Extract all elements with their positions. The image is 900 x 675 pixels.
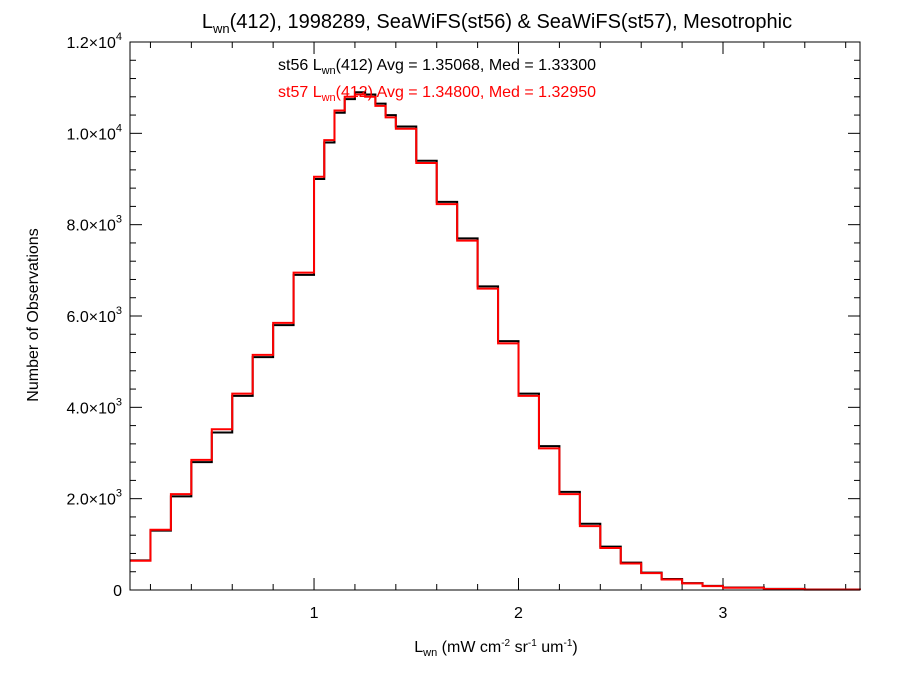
title-base: L	[202, 11, 213, 33]
y-tick-label: 4.0×103	[66, 396, 122, 417]
x-tick-label: 1	[310, 605, 319, 622]
axis-ticks: 0 2.0×103 4.0×103 6.0×103 8.0×103 1.0×104 1.2×…	[66, 31, 860, 622]
y-tick-label: 6.0×103	[66, 305, 122, 326]
title-sub: wn	[212, 21, 230, 36]
y-axis-label: Number of Observations	[25, 228, 42, 401]
x-axis-label: Lwn (mW cm-2 sr-1 um-1)	[414, 638, 577, 659]
y-tick-label: 1.2×104	[66, 31, 122, 52]
y-tick-label: 0	[113, 583, 122, 600]
series-line-st57	[130, 93, 861, 591]
annotation-st56: st56 Lwn(412) Avg = 1.35068, Med = 1.333…	[278, 57, 596, 77]
y-tick-label: 2.0×103	[66, 488, 122, 509]
annotations: st56 Lwn(412) Avg = 1.35068, Med = 1.333…	[278, 57, 596, 104]
plot-frame	[129, 41, 861, 591]
x-tick-label: 2	[514, 605, 523, 622]
title-rest: (412), 1998289, SeaWiFS(st56) & SeaWiFS(…	[230, 11, 792, 33]
y-tick-label: 1.0×104	[66, 122, 122, 143]
chart-title: Lwn(412), 1998289, SeaWiFS(st56) & SeaWi…	[202, 11, 792, 36]
series-layer	[130, 91, 861, 591]
y-tick-label: 8.0×103	[66, 214, 122, 235]
annotation-st57: st57 Lwn(412) Avg = 1.34800, Med = 1.329…	[278, 84, 596, 104]
series-line-st56	[130, 91, 861, 591]
x-tick-label: 3	[719, 605, 728, 622]
